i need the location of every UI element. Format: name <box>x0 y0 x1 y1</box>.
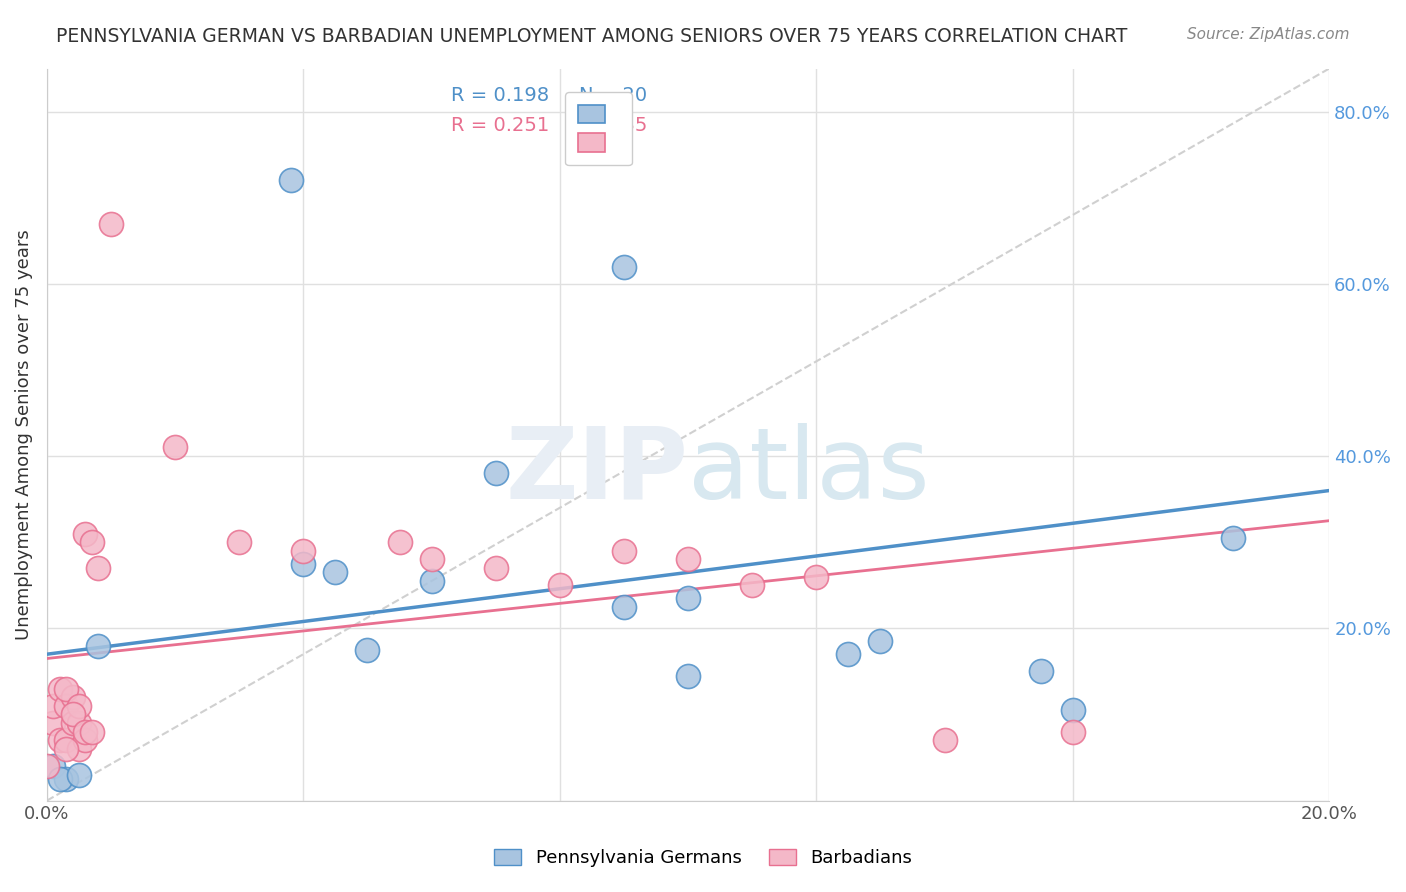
Point <box>420 574 443 588</box>
Point <box>42 716 65 731</box>
Point <box>67 716 90 731</box>
Text: ZIP: ZIP <box>505 423 688 520</box>
Point <box>67 768 90 782</box>
Point <box>75 526 97 541</box>
Point <box>280 173 302 187</box>
Text: N = 35: N = 35 <box>579 116 647 135</box>
Point <box>62 707 84 722</box>
Point <box>613 260 636 274</box>
Point <box>75 733 97 747</box>
Point <box>42 759 65 773</box>
Point <box>741 578 763 592</box>
Text: R = 0.251: R = 0.251 <box>451 116 550 135</box>
Point <box>228 535 250 549</box>
Point <box>934 733 956 747</box>
Point <box>837 647 859 661</box>
Point <box>55 733 77 747</box>
Text: R = 0.198: R = 0.198 <box>451 87 548 105</box>
Point <box>325 566 347 580</box>
Point <box>48 733 70 747</box>
Point <box>55 681 77 696</box>
Point <box>67 742 90 756</box>
Point <box>292 557 315 571</box>
Point <box>806 570 828 584</box>
Point <box>388 535 411 549</box>
Point <box>1062 703 1084 717</box>
Point <box>55 742 77 756</box>
Legend: Pennsylvania Germans, Barbadians: Pennsylvania Germans, Barbadians <box>486 841 920 874</box>
Text: N = 20: N = 20 <box>579 87 647 105</box>
Point <box>1029 665 1052 679</box>
Point <box>42 698 65 713</box>
Point <box>48 681 70 696</box>
Point <box>35 759 58 773</box>
Point <box>292 544 315 558</box>
Point <box>55 772 77 786</box>
Point <box>87 561 110 575</box>
Point <box>75 724 97 739</box>
Point <box>485 561 508 575</box>
Point <box>869 634 891 648</box>
Point <box>356 643 378 657</box>
Point <box>87 639 110 653</box>
Point <box>100 217 122 231</box>
Point <box>548 578 571 592</box>
Text: atlas: atlas <box>688 423 929 520</box>
Point <box>1222 531 1244 545</box>
Point <box>62 690 84 705</box>
Point <box>80 724 103 739</box>
Point <box>613 544 636 558</box>
Point <box>613 599 636 614</box>
Legend: , : , <box>565 92 631 165</box>
Point <box>676 669 699 683</box>
Point <box>485 467 508 481</box>
Text: PENNSYLVANIA GERMAN VS BARBADIAN UNEMPLOYMENT AMONG SENIORS OVER 75 YEARS CORREL: PENNSYLVANIA GERMAN VS BARBADIAN UNEMPLO… <box>56 27 1128 45</box>
Text: Source: ZipAtlas.com: Source: ZipAtlas.com <box>1187 27 1350 42</box>
Point <box>80 535 103 549</box>
Y-axis label: Unemployment Among Seniors over 75 years: Unemployment Among Seniors over 75 years <box>15 229 32 640</box>
Point <box>676 591 699 606</box>
Point <box>62 716 84 731</box>
Point <box>67 698 90 713</box>
Point <box>55 698 77 713</box>
Point <box>165 441 187 455</box>
Point <box>420 552 443 566</box>
Point <box>1062 724 1084 739</box>
Point <box>48 772 70 786</box>
Point <box>676 552 699 566</box>
